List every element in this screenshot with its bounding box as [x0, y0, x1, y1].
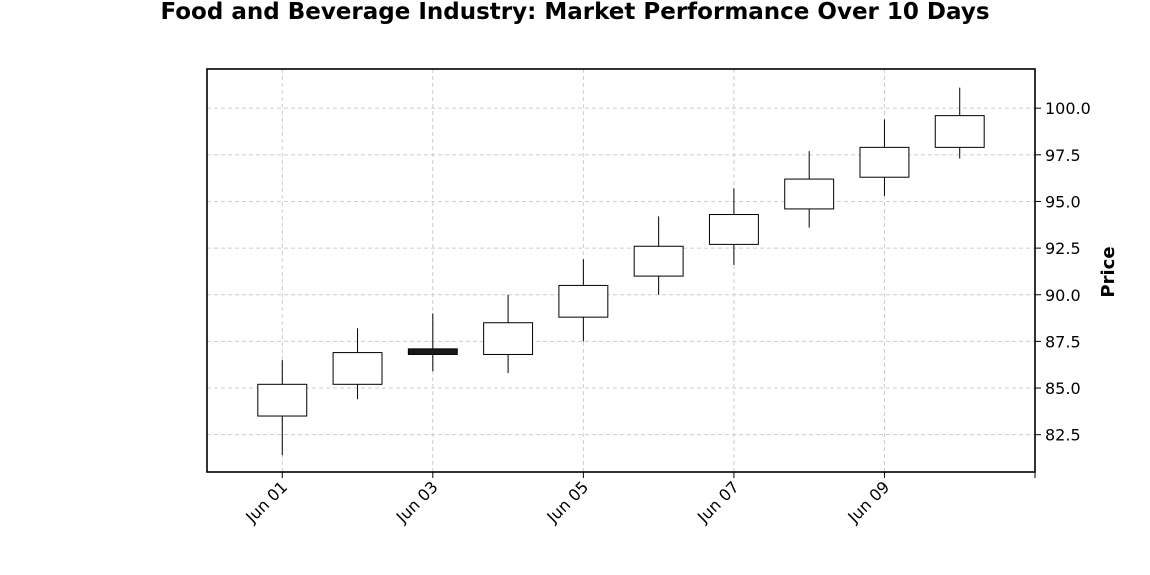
candle-body: [407, 348, 458, 355]
candle-body: [859, 146, 910, 178]
candle-body: [257, 383, 308, 417]
plot-frame: [206, 68, 1036, 473]
candle-body: [708, 214, 759, 245]
x-tick-label: Jun 09: [843, 477, 893, 527]
x-tick-label: Jun 07: [693, 477, 743, 527]
y-tick-label: 100.0: [1045, 99, 1091, 118]
y-tick-label: 85.0: [1045, 379, 1081, 398]
y-tick-label: 97.5: [1045, 146, 1081, 165]
chart-title: Food and Beverage Industry: Market Perfo…: [160, 0, 990, 25]
candle-body: [483, 322, 534, 355]
x-tick-label: Jun 05: [542, 477, 592, 527]
x-tick-label: Jun 03: [392, 477, 442, 527]
y-tick-label: 90.0: [1045, 286, 1081, 305]
axis-layer: 82.5 85.0 87.5 90.0 92.5 95.0 97.5 100.0 Jun 01 J…: [241, 99, 1091, 527]
candle-body: [633, 245, 684, 277]
y-tick-label: 87.5: [1045, 332, 1081, 351]
candle-body: [934, 115, 985, 148]
y-tick-label: 82.5: [1045, 426, 1081, 445]
candle-layer: [257, 87, 985, 456]
y-tick-label: 95.0: [1045, 192, 1081, 211]
y-axis-label: Price: [1098, 246, 1119, 297]
x-tick-label: Jun 01: [241, 477, 291, 527]
grid-layer: [207, 69, 1036, 472]
candle-body: [558, 284, 609, 318]
candle-body: [332, 352, 383, 385]
candle-body: [784, 178, 835, 210]
y-tick-label: 92.5: [1045, 239, 1081, 258]
